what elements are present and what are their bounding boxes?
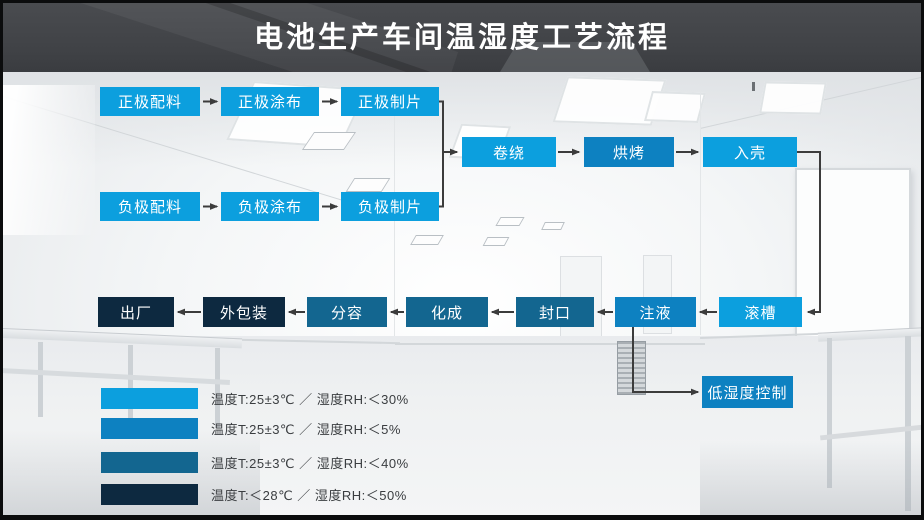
bg-wall-sensor xyxy=(752,82,755,91)
legend-swatch-cyan xyxy=(101,388,198,409)
bg-table-left-leg xyxy=(128,345,133,423)
legend-label: 温度T:25±3℃ ／ 湿度RH:＜5% xyxy=(211,422,401,437)
flow-node-cathode-mixing: 正极配料 xyxy=(100,87,200,116)
flow-node-casing: 入壳 xyxy=(703,137,797,167)
legend-row-rh30: 温度T:25±3℃ ／ 湿度RH:＜30% xyxy=(101,388,409,409)
flow-node-outer-packaging: 外包装 xyxy=(203,297,285,327)
legend-label: 温度T:＜28℃ ／ 湿度RH:＜50% xyxy=(211,488,407,503)
bg-window-light xyxy=(0,85,95,235)
flow-node-formation: 化成 xyxy=(406,297,488,327)
flow-node-anode-coating: 负极涂布 xyxy=(221,192,319,221)
flow-node-anode-sheeting: 负极制片 xyxy=(341,192,439,221)
flow-node-low-humidity-control: 低湿度控制 xyxy=(702,376,793,408)
page-title: 电池生产车间温湿度工艺流程 xyxy=(253,22,670,54)
bg-table-left-leg xyxy=(38,342,43,417)
flow-node-baking: 烘烤 xyxy=(584,137,674,167)
bg-table-right-leg xyxy=(905,336,911,511)
legend-swatch-navy xyxy=(101,484,198,505)
bg-wall-seam xyxy=(700,90,701,335)
bg-table-right-leg xyxy=(827,338,832,488)
legend-label: 温度T:25±3℃ ／ 湿度RH:＜40% xyxy=(211,456,409,471)
legend-label: 温度T:25±3℃ ／ 湿度RH:＜30% xyxy=(211,392,409,407)
legend-row-rh50: 温度T:＜28℃ ／ 湿度RH:＜50% xyxy=(101,484,407,505)
bg-floor-shade-left xyxy=(0,430,260,520)
flow-node-shipping: 出厂 xyxy=(98,297,174,327)
legend-swatch-teal xyxy=(101,452,198,473)
flow-node-winding: 卷绕 xyxy=(462,137,556,167)
title-bar: 电池生产车间温湿度工艺流程 xyxy=(0,0,924,72)
legend-row-rh40: 温度T:25±3℃ ／ 湿度RH:＜40% xyxy=(101,452,409,473)
flow-node-anode-mixing: 负极配料 xyxy=(100,192,200,221)
flow-node-sealing: 封口 xyxy=(516,297,594,327)
flow-node-capacity-grading: 分容 xyxy=(307,297,387,327)
flow-node-cathode-sheeting: 正极制片 xyxy=(341,87,439,116)
legend-swatch-blue xyxy=(101,418,198,439)
legend-row-rh5: 温度T:25±3℃ ／ 湿度RH:＜5% xyxy=(101,418,401,439)
flow-node-grooving: 滚槽 xyxy=(719,297,802,327)
flow-node-cathode-coating: 正极涂布 xyxy=(221,87,319,116)
title-bar-skylight-shape xyxy=(500,42,650,72)
bg-floor-junction-center xyxy=(395,343,705,345)
bg-table-left-leg xyxy=(215,348,220,428)
bg-floor-shade-right xyxy=(700,440,924,520)
flow-node-electrolyte-filling: 注液 xyxy=(615,297,696,327)
bg-whiteboard xyxy=(795,168,911,347)
bg-vent-grille xyxy=(617,341,646,395)
